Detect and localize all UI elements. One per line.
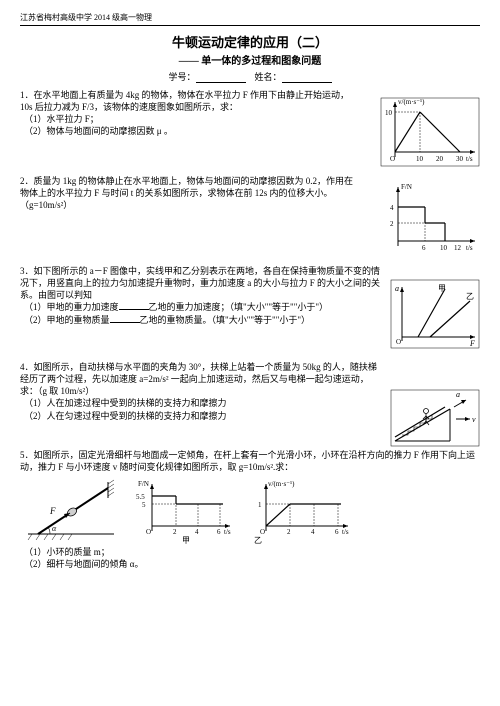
p1-s1: （1）水平拉力 F；	[24, 113, 360, 125]
p4-s1: （1）人在加速过程中受到的扶梯的支持力和摩擦力	[24, 397, 380, 409]
p5-figure-incline: F α	[20, 476, 120, 546]
p4-figure: a v	[390, 389, 480, 447]
p1-xlabel: t/s	[466, 155, 473, 163]
p3-s1: （1）甲地的重力加速度乙地的重力加速度；（填"大小""等于""小于"）	[24, 301, 380, 313]
svg-text:O: O	[390, 155, 395, 163]
svg-text:O: O	[260, 528, 265, 536]
subtitle: —— 单一体的多过程和图象问题	[20, 52, 480, 67]
problem-4: 4．如图所示，自动扶梯与水平面的夹角为 30°，扶梯上站着一个质量为 50kg …	[20, 361, 480, 441]
p5-text: 5．如图所示，固定光滑细杆与地面成一定倾角，在杆上套有一个光滑小环，小环在沿杆方…	[20, 450, 475, 472]
p1-x30: 30	[456, 155, 464, 163]
problem-2: 2．质量为 1kg 的物体静止在水平地面上，物体与地面间的动摩擦因数为 0.2，…	[20, 175, 480, 257]
name-blank[interactable]	[282, 74, 332, 83]
p5f2-y55: 5.5	[136, 493, 145, 501]
p5f3-xlabel: t/s	[342, 528, 349, 536]
svg-text:O: O	[146, 528, 151, 536]
p1-text: 1．在水平地面上有质量为 4kg 的物体，物体在水平拉力 F 作用下由静止开始运…	[20, 90, 349, 112]
p5f3-cap: 乙	[254, 536, 262, 545]
title: 牛顿运动定律的应用（二）	[20, 32, 480, 51]
p4-s2: （2）人在匀速过程中受到的扶梯的支持力和摩擦力	[24, 410, 380, 422]
p1-y10: 10	[385, 109, 393, 117]
p5f2-y5: 5	[142, 501, 146, 509]
p1-ylabel: v/(m·s⁻¹)	[398, 98, 425, 106]
name-label: 姓名：	[255, 72, 282, 82]
p5f2-x4: 4	[195, 528, 199, 536]
p3-s2: （2）甲地的重物质量乙地的重物质量。（填"大小""等于""小于"）	[24, 314, 380, 326]
p3-ylabel: a	[395, 284, 399, 293]
p5f2-cap: 甲	[182, 536, 190, 545]
p1-x10: 10	[416, 155, 424, 163]
p3-blank1[interactable]	[119, 301, 149, 310]
p2-y4: 4	[390, 204, 394, 212]
p5f3-x2: 2	[287, 528, 291, 536]
p2-ylabel: F/N	[401, 183, 412, 191]
p1-s2: （2）物体与地面间的动摩擦因数 μ 。	[24, 125, 360, 137]
svg-text:O: O	[396, 338, 401, 346]
p3-l1: 甲	[438, 284, 446, 293]
svg-text:v: v	[472, 415, 476, 424]
p2-text: 2．质量为 1kg 的物体静止在水平地面上，物体与地面间的动摩擦因数为 0.2，…	[20, 176, 353, 210]
svg-text:a: a	[456, 390, 460, 399]
p2-figure: 4 2 6 10 12 F/N t/s	[380, 179, 480, 257]
p5f3-y1: 1	[258, 501, 262, 509]
p5f3-x4: 4	[311, 528, 315, 536]
problem-3: 3．如下图所示的 a－F 图像中，实线甲和乙分别表示在两地，各自在保持重物质量不…	[20, 265, 480, 353]
p5f3-x6: 6	[335, 528, 339, 536]
p5f2-ylabel: F/N	[138, 480, 149, 488]
p3-figure: 甲 乙 a F O	[390, 279, 480, 349]
p4-text: 4．如图所示，自动扶梯与水平面的夹角为 30°，扶梯上站着一个质量为 50kg …	[20, 362, 377, 396]
page-header: 江苏省梅村高级中学 2014 级高一物理	[20, 12, 480, 26]
p1-figure: 10 10 20 30 O v/(m·s⁻¹) t/s	[380, 97, 480, 167]
p2-xlabel: t/s	[466, 244, 473, 252]
p5f2-x2: 2	[173, 528, 177, 536]
p1-x20: 20	[436, 155, 444, 163]
sid-blank[interactable]	[196, 74, 246, 83]
p5f2-x6: 6	[217, 528, 221, 536]
p2-x6: 6	[422, 244, 426, 252]
problem-1: 1．在水平地面上有质量为 4kg 的物体，物体在水平拉力 F 作用下由静止开始运…	[20, 89, 480, 167]
p3-blank2[interactable]	[110, 314, 140, 323]
p5-F: F	[49, 506, 56, 516]
p5-figure-ft: 5.5 5 O 2 4 6 t/s F/N 甲	[128, 476, 238, 546]
id-line: 学号： 姓名：	[20, 70, 480, 83]
p5-s1: （1）小环的质量 m；	[24, 546, 480, 558]
p3-text: 3．如下图所示的 a－F 图像中，实线甲和乙分别表示在两地，各自在保持重物质量不…	[20, 266, 380, 300]
p5f3-ylabel: v/(m·s⁻¹)	[268, 480, 295, 488]
p2-x10: 10	[440, 244, 448, 252]
problem-5: 5．如图所示，固定光滑细杆与地面成一定倾角，在杆上套有一个光滑小环，小环在沿杆方…	[20, 449, 480, 571]
p2-x12: 12	[454, 244, 462, 252]
sid-label: 学号：	[168, 72, 195, 82]
p5f2-xlabel: t/s	[224, 528, 231, 536]
p3-l2: 乙	[466, 292, 474, 301]
p5-alpha: α	[52, 524, 57, 533]
p5-figure-vt: 1 O 2 4 6 t/s v/(m·s⁻¹) 乙	[246, 476, 356, 546]
p2-y2: 2	[390, 220, 394, 228]
p3-xlabel: F	[469, 339, 475, 348]
p5-s2: （2）细杆与地面间的倾角 α。	[24, 558, 480, 570]
